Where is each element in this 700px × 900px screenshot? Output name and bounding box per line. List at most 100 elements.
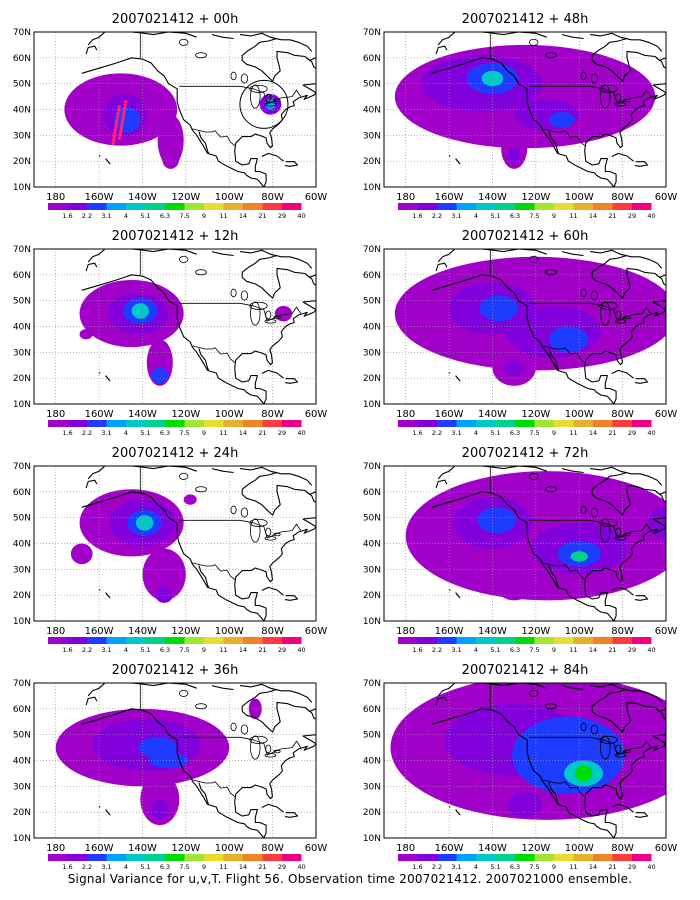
colorbar-label: 3.1 [451, 863, 461, 871]
colorbar-label: 5.1 [490, 429, 500, 437]
longitude-label: 140W [478, 843, 507, 854]
colorbar-label: 7.5 [179, 212, 189, 220]
colorbar-swatch [223, 203, 243, 210]
latitude-label: 10N [363, 834, 381, 844]
colorbar-label: 14 [239, 429, 247, 437]
latitude-label: 40N [13, 106, 31, 116]
colorbar: 1.6 2.2 3.1 4 5.1 6.3 7.5 9 11 14 21 29 40 [398, 637, 656, 654]
colorbar-swatch [87, 637, 107, 644]
variance-contour [481, 70, 504, 87]
variance-contour [114, 106, 141, 133]
latitude-label: 70N [13, 462, 31, 472]
observation-point [111, 137, 116, 142]
colorbar-swatch [573, 203, 593, 210]
latitude-label: 10N [13, 400, 31, 410]
colorbar-swatch [126, 203, 146, 210]
observation-point [122, 106, 127, 111]
colorbar-swatch [495, 637, 515, 644]
figure-caption: Signal Variance for u,v,T. Flight 56. Ob… [67, 872, 633, 886]
latitude-label: 70N [363, 679, 381, 689]
observation-point [120, 119, 125, 124]
longitude-label: 80W [261, 409, 284, 420]
colorbar-label: 7.5 [529, 212, 539, 220]
colorbar-swatch [204, 203, 224, 210]
latitude-label: 60N [13, 54, 31, 64]
variance-contour [477, 507, 517, 534]
colorbar-swatch [282, 637, 302, 644]
variance-contour [507, 791, 543, 818]
colorbar-label: 2.2 [82, 429, 92, 437]
colorbar-label: 11 [569, 646, 577, 654]
colorbar-swatch [476, 854, 496, 861]
colorbar-label: 9 [552, 863, 556, 871]
colorbar-swatch [282, 203, 302, 210]
colorbar-label: 21 [258, 212, 266, 220]
colorbar-label: 21 [608, 863, 616, 871]
observation-point [123, 99, 128, 104]
longitude-label: 100W [215, 192, 244, 203]
latitude-label: 20N [363, 374, 381, 384]
latitude-label: 20N [363, 591, 381, 601]
latitude-label: 10N [13, 617, 31, 627]
colorbar-swatch [593, 203, 613, 210]
variance-contour [79, 329, 93, 340]
colorbar-label: 1.6 [412, 212, 422, 220]
forecast-panel: 2007021412 + 84h 10N 20N 30N 40N 50N 60N 70N 180… [363, 663, 678, 871]
colorbar-label: 7.5 [179, 863, 189, 871]
colorbar-swatch [398, 854, 418, 861]
longitude-label: 140W [128, 192, 157, 203]
colorbar-swatch [165, 637, 185, 644]
coastlines [431, 683, 666, 838]
longitude-label: 100W [565, 626, 594, 637]
colorbar-swatch [106, 420, 126, 427]
latitude-label: 30N [13, 131, 31, 141]
colorbar-swatch [554, 203, 574, 210]
variance-contour [507, 148, 521, 164]
colorbar-label: 6.3 [160, 212, 170, 220]
colorbar-label: 9 [552, 212, 556, 220]
longitude-label: 120W [521, 409, 550, 420]
colorbar-label: 6.3 [510, 863, 520, 871]
colorbar-swatch [48, 637, 68, 644]
colorbar-swatch [437, 854, 457, 861]
colorbar-swatch [554, 420, 574, 427]
colorbar-swatch [554, 854, 574, 861]
forecast-panel: 2007021412 + 48h 10N 20N 30N 40N 50N 60N 70N 180… [363, 12, 678, 220]
colorbar-label: 6.3 [160, 646, 170, 654]
colorbar-label: 4 [474, 429, 478, 437]
colorbar-label: 2.2 [432, 646, 442, 654]
colorbar-label: 40 [647, 646, 655, 654]
colorbar-label: 21 [258, 863, 266, 871]
colorbar-swatch [573, 420, 593, 427]
colorbar-swatch [145, 203, 165, 210]
observation-point [116, 108, 121, 113]
colorbar-label: 2.2 [432, 863, 442, 871]
colorbar-swatch [184, 203, 204, 210]
latitude-label: 40N [13, 540, 31, 550]
graticule [384, 683, 666, 838]
observation-point [115, 118, 119, 122]
colorbar-label: 11 [569, 212, 577, 220]
colorbar-label: 21 [608, 212, 616, 220]
latitude-label: 50N [363, 514, 381, 524]
colorbar: 1.6 2.2 3.1 4 5.1 6.3 7.5 9 11 14 21 29 40 [398, 854, 656, 871]
colorbar-label: 3.1 [101, 646, 111, 654]
colorbar-swatch [612, 854, 632, 861]
observation-point [119, 126, 124, 130]
longitude-label: 80W [611, 192, 634, 203]
colorbar-swatch [632, 203, 652, 210]
graticule [34, 249, 316, 404]
observation-point [113, 131, 117, 136]
latitude-label: 40N [13, 323, 31, 333]
latitude-label: 70N [363, 462, 381, 472]
latitude-label: 50N [13, 514, 31, 524]
colorbar-swatch [573, 854, 593, 861]
colorbar-label: 29 [628, 429, 636, 437]
longitude-label: 180 [46, 626, 65, 637]
longitude-label: 120W [521, 192, 550, 203]
latitude-label: 60N [363, 271, 381, 281]
variance-contour [64, 742, 82, 764]
observation-point [118, 132, 123, 137]
colorbar-swatch [87, 854, 107, 861]
variance-contour [70, 543, 93, 565]
